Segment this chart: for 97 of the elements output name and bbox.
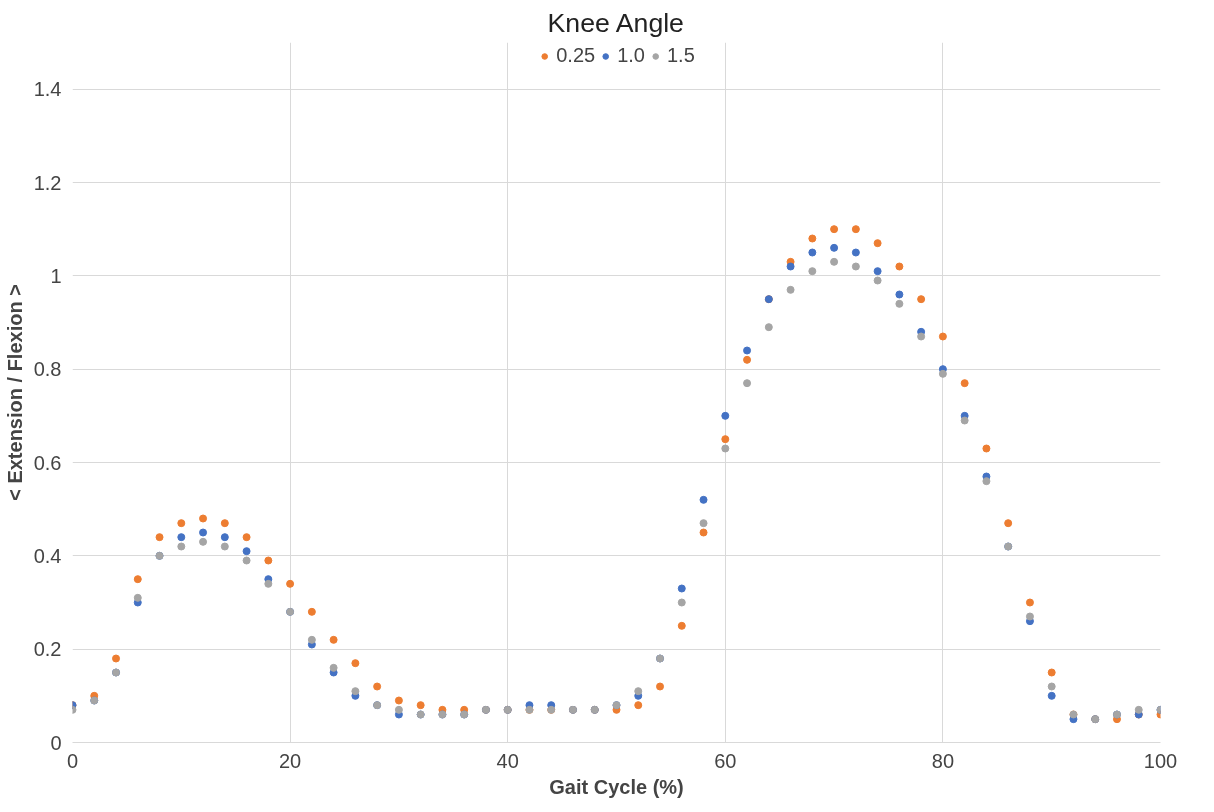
y-axis-title: < Extension / Flexion >	[3, 284, 26, 501]
point	[416, 701, 425, 710]
point	[133, 593, 142, 602]
point	[982, 444, 991, 453]
point	[112, 654, 121, 663]
point	[351, 659, 360, 668]
point	[1004, 519, 1013, 528]
point	[634, 687, 643, 696]
legend-label: 0.25	[556, 44, 596, 67]
x-tick-label: 40	[496, 749, 519, 772]
point	[199, 514, 208, 523]
point	[199, 528, 208, 537]
point	[351, 687, 360, 696]
legend-label: 1.5	[666, 44, 695, 67]
point	[220, 519, 229, 528]
point	[394, 696, 403, 705]
point	[199, 537, 208, 546]
point	[743, 355, 752, 364]
chart-title: Knee Angle	[547, 7, 684, 38]
point	[220, 542, 229, 551]
point	[721, 411, 730, 420]
point	[830, 257, 839, 266]
point	[1047, 691, 1056, 700]
point	[677, 598, 686, 607]
point	[895, 262, 904, 271]
point	[960, 416, 969, 425]
point	[634, 701, 643, 710]
point	[699, 495, 708, 504]
point	[830, 225, 839, 234]
point	[1025, 612, 1034, 621]
point	[699, 519, 708, 528]
point	[133, 575, 142, 584]
point	[177, 542, 186, 551]
y-tick-label: 1	[50, 264, 62, 287]
point	[743, 346, 752, 355]
y-tick-label: 0.8	[33, 358, 62, 381]
point	[1025, 598, 1034, 607]
y-tick-label: 0.2	[33, 638, 62, 661]
point	[242, 533, 251, 542]
point	[242, 556, 251, 565]
point	[721, 435, 730, 444]
x-tick-label: 20	[278, 749, 302, 772]
y-tick-label: 0.4	[33, 544, 62, 567]
point	[786, 285, 795, 294]
point	[895, 290, 904, 299]
point	[286, 579, 295, 588]
point	[155, 533, 164, 542]
point	[220, 533, 229, 542]
point	[677, 584, 686, 593]
point	[177, 533, 186, 542]
x-tick-label: 80	[931, 749, 955, 772]
point	[982, 477, 991, 486]
point	[242, 547, 251, 556]
point	[830, 243, 839, 252]
point	[851, 248, 860, 257]
point	[917, 332, 926, 341]
point	[264, 579, 273, 588]
point	[938, 332, 947, 341]
point	[329, 635, 338, 644]
point	[329, 663, 338, 672]
point	[721, 444, 730, 453]
point	[743, 379, 752, 388]
point	[307, 635, 316, 644]
point	[1047, 682, 1056, 691]
y-tick-label: 0.6	[33, 451, 62, 474]
legend-label: 1.0	[617, 44, 645, 67]
x-tick-label: 60	[714, 749, 737, 772]
point	[786, 262, 795, 271]
point	[808, 267, 817, 276]
point	[938, 369, 947, 378]
point	[373, 682, 382, 691]
point	[764, 323, 773, 332]
point	[808, 248, 817, 257]
point	[873, 267, 882, 276]
point	[873, 239, 882, 248]
point	[960, 379, 969, 388]
point	[1047, 668, 1056, 677]
x-tick-label: 0	[66, 749, 79, 772]
point	[808, 234, 817, 243]
point	[264, 556, 273, 565]
y-tick-label: 1.4	[33, 78, 62, 101]
y-tick-label: 0	[50, 731, 62, 754]
point	[873, 276, 882, 285]
point	[851, 225, 860, 234]
x-tick-label: 100	[1143, 749, 1178, 772]
point	[851, 262, 860, 271]
y-tick-label: 1.2	[33, 171, 62, 194]
point	[917, 295, 926, 304]
point	[656, 682, 665, 691]
point	[394, 705, 403, 714]
x-axis-title: Gait Cycle (%)	[549, 775, 684, 798]
point	[307, 607, 316, 616]
point	[895, 299, 904, 308]
point	[677, 621, 686, 630]
point	[177, 519, 186, 528]
point	[1134, 705, 1143, 714]
point	[699, 528, 708, 537]
